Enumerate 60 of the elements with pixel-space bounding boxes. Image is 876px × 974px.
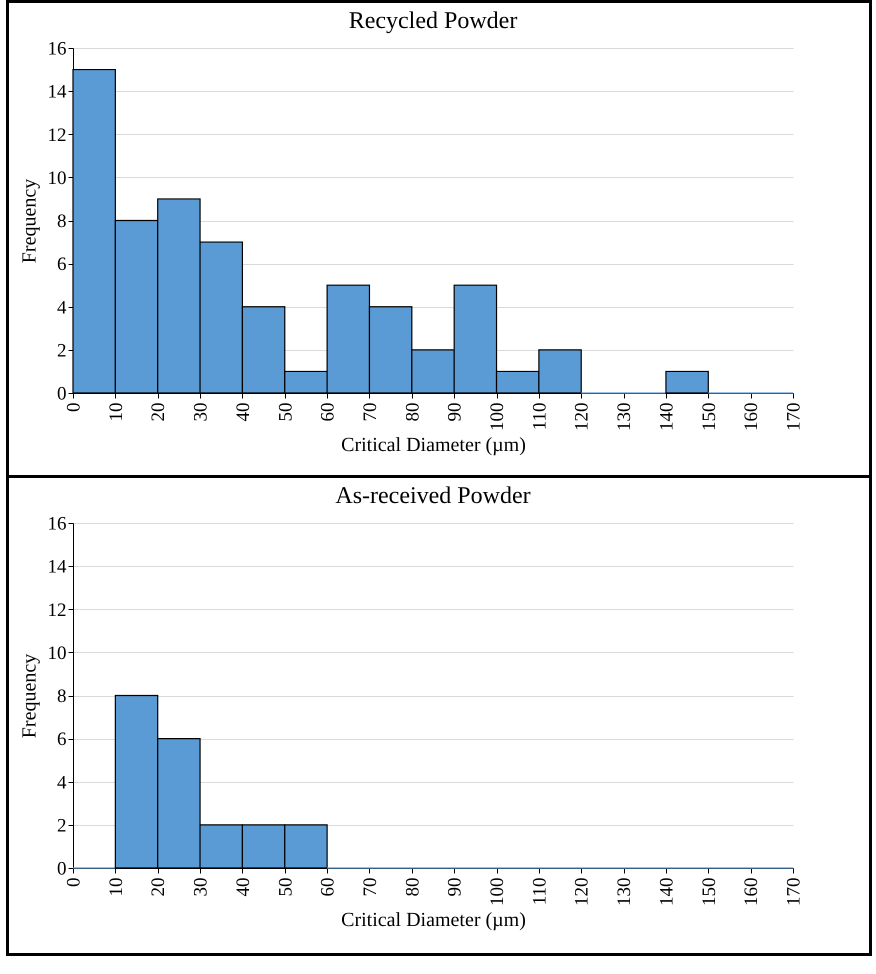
y-tick-label: 12	[48, 600, 66, 621]
x-tick-label: 120	[572, 402, 593, 431]
x-tick-label: 40	[232, 402, 254, 422]
y-axis-title: Frequency	[18, 178, 40, 264]
y-tick-label: 0	[57, 858, 66, 880]
chart-title: As-received Powder	[335, 483, 531, 509]
x-tick-label: 80	[402, 878, 424, 896]
y-tick-label: 6	[57, 254, 66, 276]
x-tick-label: 70	[360, 878, 381, 896]
y-tick-label: 2	[57, 815, 66, 836]
x-tick-label: 130	[614, 878, 636, 906]
y-tick-label: 8	[57, 686, 66, 707]
x-tick-label: 30	[190, 878, 212, 896]
y-tick-label: 4	[57, 297, 67, 318]
y-tick-label: 10	[48, 168, 66, 189]
x-tick-label: 130	[614, 402, 636, 431]
x-tick-label: 30	[190, 402, 212, 422]
x-tick-label: 0	[64, 878, 84, 887]
x-tick-label: 20	[148, 878, 170, 896]
y-tick-label: 14	[48, 556, 67, 578]
x-tick-label: 140	[656, 878, 678, 906]
y-tick-label: 2	[57, 340, 66, 362]
x-tick-label: 20	[148, 402, 170, 422]
x-tick-label: 60	[318, 402, 339, 422]
x-tick-label: 160	[741, 402, 762, 431]
x-tick-label: 70	[360, 402, 381, 422]
x-tick-label: 160	[741, 878, 762, 906]
x-axis-title: Critical Diameter (µm)	[341, 434, 526, 456]
x-tick-label: 0	[64, 402, 84, 412]
x-tick-label: 140	[656, 402, 678, 431]
y-axis-title: Frequency	[18, 654, 40, 738]
x-tick-label: 10	[106, 878, 127, 896]
y-tick-label: 12	[48, 124, 66, 146]
x-tick-label: 110	[529, 402, 550, 430]
y-tick-label: 8	[57, 211, 66, 232]
x-tick-label: 100	[487, 878, 508, 906]
x-tick-label: 170	[784, 878, 804, 906]
chart-title: Recycled Powder	[348, 8, 518, 34]
y-tick-label: 16	[48, 38, 66, 60]
x-tick-label: 40	[232, 878, 254, 896]
x-tick-label: 90	[444, 878, 466, 896]
x-tick-label: 50	[275, 402, 296, 422]
x-tick-label: 90	[444, 402, 466, 422]
x-tick-label: 80	[402, 402, 424, 422]
y-tick-label: 0	[57, 384, 66, 404]
y-tick-label: 16	[48, 514, 66, 534]
y-tick-label: 10	[48, 642, 66, 664]
y-tick-label: 14	[48, 82, 67, 103]
x-tick-label: 120	[572, 878, 593, 906]
x-tick-label: 60	[318, 878, 339, 896]
x-tick-label: 110	[529, 878, 550, 906]
y-tick-label: 4	[57, 772, 67, 794]
y-tick-label: 6	[57, 729, 66, 750]
x-tick-label: 10	[106, 402, 127, 422]
x-tick-label: 100	[487, 402, 508, 431]
x-axis-title: Critical Diameter (µm)	[341, 909, 526, 931]
x-tick-label: 150	[698, 402, 720, 431]
x-tick-label: 150	[698, 878, 720, 906]
x-tick-label: 50	[275, 878, 296, 896]
x-tick-label: 170	[784, 402, 804, 431]
